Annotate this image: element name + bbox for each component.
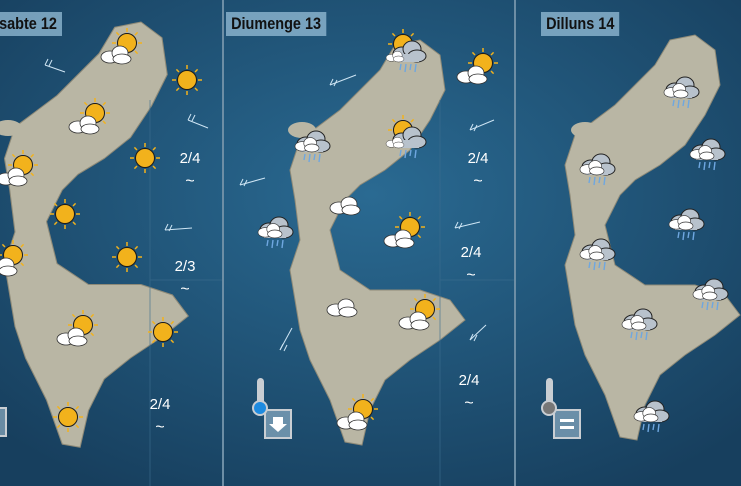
wave-height-value: 2/4 (179, 150, 201, 167)
wind-arrow-icon (279, 327, 293, 352)
wind-arrow-icon (164, 223, 193, 232)
wave-icon: ~ (466, 267, 476, 284)
land-mass (3, 21, 189, 448)
wave-height: 2/4 ~ (449, 372, 489, 412)
wave-height: 2/4 ~ (170, 150, 210, 190)
wave-height-value: 2/4 (458, 372, 480, 389)
land-mass (289, 39, 466, 446)
temperature-trend-icon (252, 378, 292, 439)
equal-icon (560, 419, 574, 422)
day-label: Dilluns 14 (541, 12, 620, 36)
wave-height: 2/4 ~ (458, 150, 498, 190)
panel-divider (222, 0, 224, 486)
wave-icon: ~ (464, 395, 474, 412)
wind-arrow-icon (239, 177, 266, 187)
temperature-trend-icon (0, 407, 7, 437)
wave-height-value: 2/4 (149, 396, 171, 413)
wind-arrow-icon (187, 113, 209, 129)
island (571, 122, 599, 138)
wave-icon: ~ (155, 419, 165, 436)
wave-icon: ~ (180, 281, 190, 298)
arrow-down-icon (269, 417, 287, 432)
wind-arrow-icon (329, 74, 357, 87)
day-label: sabte 12 (0, 12, 63, 36)
wave-height: 2/4 ~ (451, 244, 491, 284)
day-label: Diumenge 13 (226, 12, 327, 36)
wave-height: 2/3 ~ (165, 258, 205, 298)
land-mass (564, 34, 741, 441)
wave-height: 2/4 ~ (140, 396, 180, 436)
wave-height-value: 2/3 (174, 258, 196, 275)
wave-height-value: 2/4 (467, 150, 489, 167)
wave-icon: ~ (185, 173, 195, 190)
wind-arrow-icon (454, 221, 481, 230)
wave-icon: ~ (473, 173, 483, 190)
wind-arrow-icon (469, 324, 487, 342)
wave-height-value: 2/4 (460, 244, 482, 261)
island (0, 120, 22, 136)
wind-arrow-icon (44, 58, 66, 73)
wind-arrow-icon (469, 119, 495, 132)
temperature-trend-icon (541, 378, 581, 439)
panel-divider (514, 0, 516, 486)
